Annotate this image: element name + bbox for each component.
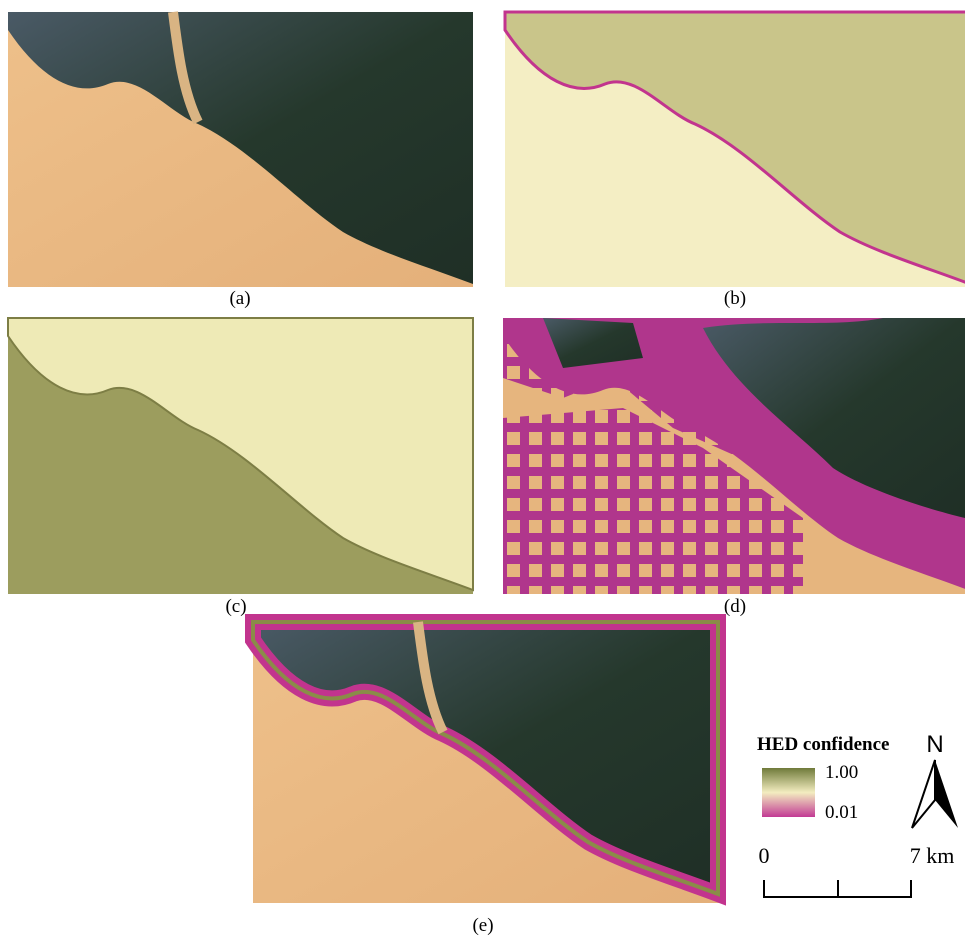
scale-bar [764,880,911,897]
figure: (a) (b) (c) (d) (e) HED confidence 1.00 … [0,0,965,937]
panel-label: (b) [724,288,746,309]
north-label: N [926,731,943,758]
panel-c [8,318,473,594]
scale-start: 0 [759,843,770,868]
legend-title: HED confidence [757,734,889,755]
panel-e [253,622,720,903]
panel-label: (d) [724,596,746,617]
panel-label: (c) [225,596,246,617]
panel-d [503,318,965,594]
scale-end: 7 km [910,843,955,868]
panel-b [505,12,965,287]
page: (a) (b) (c) (d) (e) HED confidence 1.00 … [0,0,965,937]
legend-ramp [762,768,815,817]
legend-high: 1.00 [825,762,858,783]
panel-a [8,12,473,287]
panel-label: (e) [472,915,493,936]
north-arrow [912,760,958,828]
legend-low: 0.01 [825,802,858,823]
panel-label: (a) [229,288,250,309]
